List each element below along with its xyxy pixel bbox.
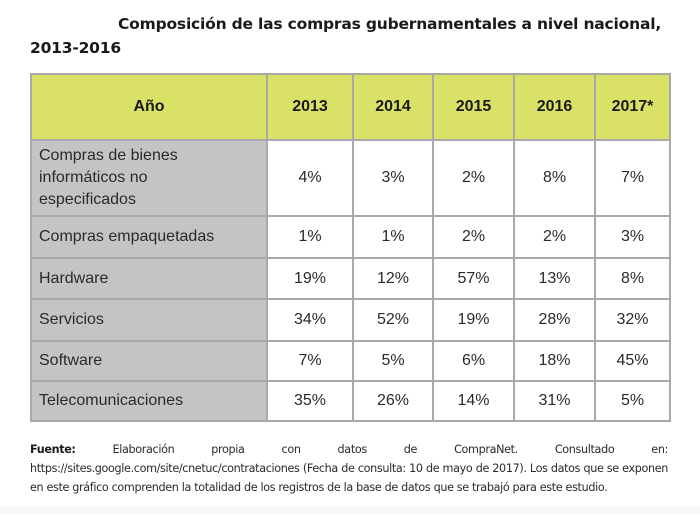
bottom-strip: [0, 506, 700, 514]
cell-value: 19%: [432, 298, 515, 342]
row-label: Software: [30, 340, 268, 382]
cell-value: 34%: [266, 298, 354, 342]
cell-value: 4%: [266, 139, 354, 217]
cell-value: 7%: [266, 340, 354, 382]
cell-value: 2%: [513, 215, 596, 259]
table-row: Compras empaquetadas 1% 1% 2% 2% 3%: [30, 215, 671, 259]
table-row: Software 7% 5% 6% 18% 45%: [30, 340, 671, 382]
cell-value: 19%: [266, 257, 354, 300]
purchases-table: Año 2013 2014 2015 2016 2017* Compras de…: [30, 73, 671, 422]
cell-value: 8%: [513, 139, 596, 217]
header-year: 2017*: [594, 73, 671, 141]
row-label: Servicios: [30, 298, 268, 342]
row-label: Telecomunicaciones: [30, 380, 268, 422]
cell-value: 57%: [432, 257, 515, 300]
header-year: 2015: [432, 73, 515, 141]
cell-value: 1%: [266, 215, 354, 259]
cell-value: 28%: [513, 298, 596, 342]
cell-value: 7%: [594, 139, 671, 217]
cell-value: 2%: [432, 139, 515, 217]
cell-value: 26%: [352, 380, 434, 422]
footnote-text: Elaboración propia con datos de CompraNe…: [30, 443, 668, 494]
cell-value: 5%: [352, 340, 434, 382]
table-row: Compras de bienes informáticos no especi…: [30, 139, 671, 217]
cell-value: 3%: [352, 139, 434, 217]
cell-value: 3%: [594, 215, 671, 259]
cell-value: 45%: [594, 340, 671, 382]
table-row: Hardware 19% 12% 57% 13% 8%: [30, 257, 671, 300]
row-label: Compras de bienes informáticos no especi…: [30, 139, 268, 217]
cell-value: 18%: [513, 340, 596, 382]
cell-value: 14%: [432, 380, 515, 422]
cell-value: 35%: [266, 380, 354, 422]
cell-value: 8%: [594, 257, 671, 300]
table-row: Telecomunicaciones 35% 26% 14% 31% 5%: [30, 380, 671, 422]
table-title: Composición de las compras gubernamental…: [30, 15, 662, 57]
footnote-label: Fuente:: [30, 443, 76, 456]
cell-value: 13%: [513, 257, 596, 300]
cell-value: 52%: [352, 298, 434, 342]
cell-value: 5%: [594, 380, 671, 422]
cell-value: 32%: [594, 298, 671, 342]
header-year: 2013: [266, 73, 354, 141]
cell-value: 12%: [352, 257, 434, 300]
cell-value: 2%: [432, 215, 515, 259]
source-footnote: Fuente: Elaboración propia con datos de …: [30, 440, 668, 497]
header-year: 2016: [513, 73, 596, 141]
row-label: Hardware: [30, 257, 268, 300]
cell-value: 6%: [432, 340, 515, 382]
header-row: Año 2013 2014 2015 2016 2017*: [30, 73, 671, 141]
cell-value: 31%: [513, 380, 596, 422]
table-row: Servicios 34% 52% 19% 28% 32%: [30, 298, 671, 342]
header-year-label: Año: [30, 73, 268, 141]
header-year: 2014: [352, 73, 434, 141]
row-label: Compras empaquetadas: [30, 215, 268, 259]
cell-value: 1%: [352, 215, 434, 259]
